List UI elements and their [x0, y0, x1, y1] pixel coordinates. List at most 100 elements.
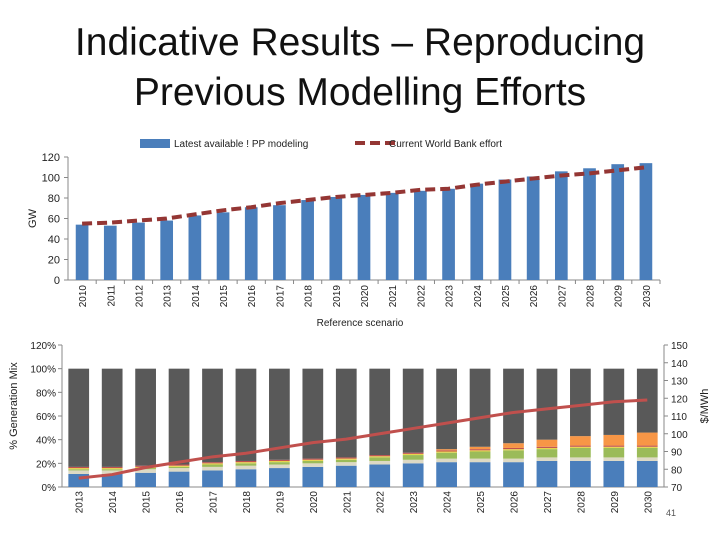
- chart1-line-series: [82, 165, 647, 226]
- chart1-y-tick-label: 40: [48, 234, 60, 246]
- chart2-y-tick-label: 0%: [42, 483, 57, 494]
- chart2-stack-segment: [369, 455, 391, 457]
- chart2-x-tick-label: 2028: [576, 491, 587, 514]
- chart1-legend-bar-label: Latest available ! PP modeling: [174, 139, 308, 150]
- chart2-stack-segment: [436, 368, 457, 450]
- chart2-stack-segment: [570, 446, 591, 448]
- chart1-x-tick-label: 2025: [501, 285, 512, 308]
- chart2-stack-segment: [636, 445, 658, 447]
- chart1-x-tick-label: 2029: [614, 285, 625, 308]
- chart1-bar: [385, 192, 399, 280]
- slide-title: Indicative Results – Reproducing Previou…: [0, 18, 720, 118]
- chart2-stack-segment: [469, 458, 491, 463]
- chart1-x-tick-label: 2012: [134, 285, 145, 308]
- chart2-stack-segment: [269, 459, 290, 461]
- chart2-stack-segment: [269, 462, 290, 465]
- chart2-stack-segment: [235, 460, 257, 463]
- chart2-stack-segment: [168, 465, 190, 467]
- chart2-stack-segment: [235, 368, 257, 461]
- chart2-stack-segment: [536, 457, 558, 461]
- chart2-stack-segment: [68, 466, 90, 469]
- chart1-bar: [611, 164, 625, 280]
- chart2-y2-tick-label: 70: [671, 483, 683, 494]
- chart2-stack-segment: [570, 436, 591, 446]
- chart2-y2-tick-label: 130: [671, 377, 688, 388]
- chart2-stack-segment: [603, 434, 625, 446]
- chart2-stack-segment: [269, 468, 290, 487]
- slide-number: 41: [666, 508, 677, 518]
- chart2-stack-segment: [469, 462, 491, 487]
- chart2-stack-segment: [402, 452, 424, 454]
- chart2-stack-segment: [101, 368, 123, 467]
- chart2-stack-segment: [570, 445, 591, 447]
- chart1-bar: [188, 215, 202, 280]
- chart2-stack-segment: [636, 457, 658, 461]
- slide-title-line2: Previous Modelling Efforts: [133, 71, 587, 114]
- chart2-y-tick-label: 100%: [30, 365, 56, 376]
- chart2-x-tick-label: 2020: [309, 491, 320, 514]
- chart2-stack-segment: [636, 446, 658, 448]
- chart1-bar: [639, 163, 653, 280]
- chart2-stack-segment: [436, 458, 457, 463]
- chart2-stack-segment: [503, 450, 524, 459]
- chart2-stack-segment: [135, 368, 156, 466]
- chart2-stack-segment: [636, 447, 658, 458]
- chart2-stack-segment: [101, 469, 123, 471]
- chart1-x-tick-label: 2022: [416, 285, 427, 308]
- chart2-stack-segment: [570, 457, 591, 461]
- chart2-x-tick-label: 2021: [342, 491, 353, 514]
- chart1-bar: [132, 222, 145, 280]
- chart2-x-tick-label: 2023: [409, 491, 420, 514]
- chart1-y-tick-label: 60: [48, 214, 60, 226]
- chart2-stack-segment: [335, 458, 357, 460]
- chart2-stack-segment: [402, 459, 424, 464]
- chart2-y-tick-label: 60%: [36, 412, 56, 423]
- chart2-stack-segment: [369, 368, 391, 456]
- chart2-stack-segment: [168, 464, 190, 466]
- chart2-stack-segment: [570, 460, 591, 487]
- chart2-stack-segment: [603, 447, 625, 458]
- chart1-y-tick-label: 0: [54, 275, 60, 287]
- chart2-stack-segment: [202, 368, 223, 463]
- chart2-y2-tick-label: 140: [671, 359, 688, 370]
- chart2-y2-tick-label: 100: [671, 430, 688, 441]
- chart2-stack-segment: [469, 368, 491, 447]
- chart1-x-tick-label: 2020: [360, 285, 371, 308]
- chart1-y-tick-label: 20: [48, 255, 60, 267]
- chart2-stack-segment: [135, 469, 156, 473]
- chart2-stack-segment: [302, 463, 324, 467]
- chart2-stack-segment: [302, 368, 324, 459]
- chart2-stack-segment: [335, 462, 357, 466]
- chart2-stack-segment: [402, 368, 424, 453]
- chart2-stack-segment: [369, 464, 391, 487]
- chart2-y-tick-label: 120%: [30, 341, 56, 352]
- chart2-y-tick-label: 40%: [36, 436, 56, 447]
- chart2-stack-segment: [202, 462, 223, 464]
- chart2-stack-segment: [436, 450, 457, 452]
- chart1-bar: [442, 188, 455, 280]
- chart2-stack-segment: [235, 463, 257, 466]
- chart2-stack-segment: [402, 455, 424, 460]
- chart1-bar: [103, 225, 117, 280]
- chart2-stack-segment: [570, 447, 591, 458]
- chart2-stack-segment: [636, 460, 658, 487]
- chart2-stack-segment: [335, 465, 357, 487]
- chart2-stack-segment: [202, 470, 223, 487]
- chart2-stack-segment: [503, 368, 524, 444]
- chart2-price-line: [78, 398, 648, 480]
- chart1-x-tick-label: 2014: [191, 285, 202, 308]
- chart2-stack-segment: [235, 462, 257, 464]
- chart1-x-tick-label: 2028: [586, 285, 597, 308]
- chart2-stack-segment: [101, 470, 123, 474]
- chart2-stack-segment: [402, 463, 424, 487]
- chart1-bar: [273, 205, 286, 280]
- chart2-stack-segment: [636, 432, 658, 446]
- chart2-stack-segment: [269, 368, 290, 460]
- chart1-bar: [216, 212, 230, 280]
- chart2-x-tick-label: 2018: [242, 491, 253, 514]
- chart2-stack-segment: [335, 459, 357, 463]
- chart1-bar: [75, 224, 89, 280]
- chart1-bar: [414, 190, 427, 280]
- chart2-stack-segment: [503, 462, 524, 487]
